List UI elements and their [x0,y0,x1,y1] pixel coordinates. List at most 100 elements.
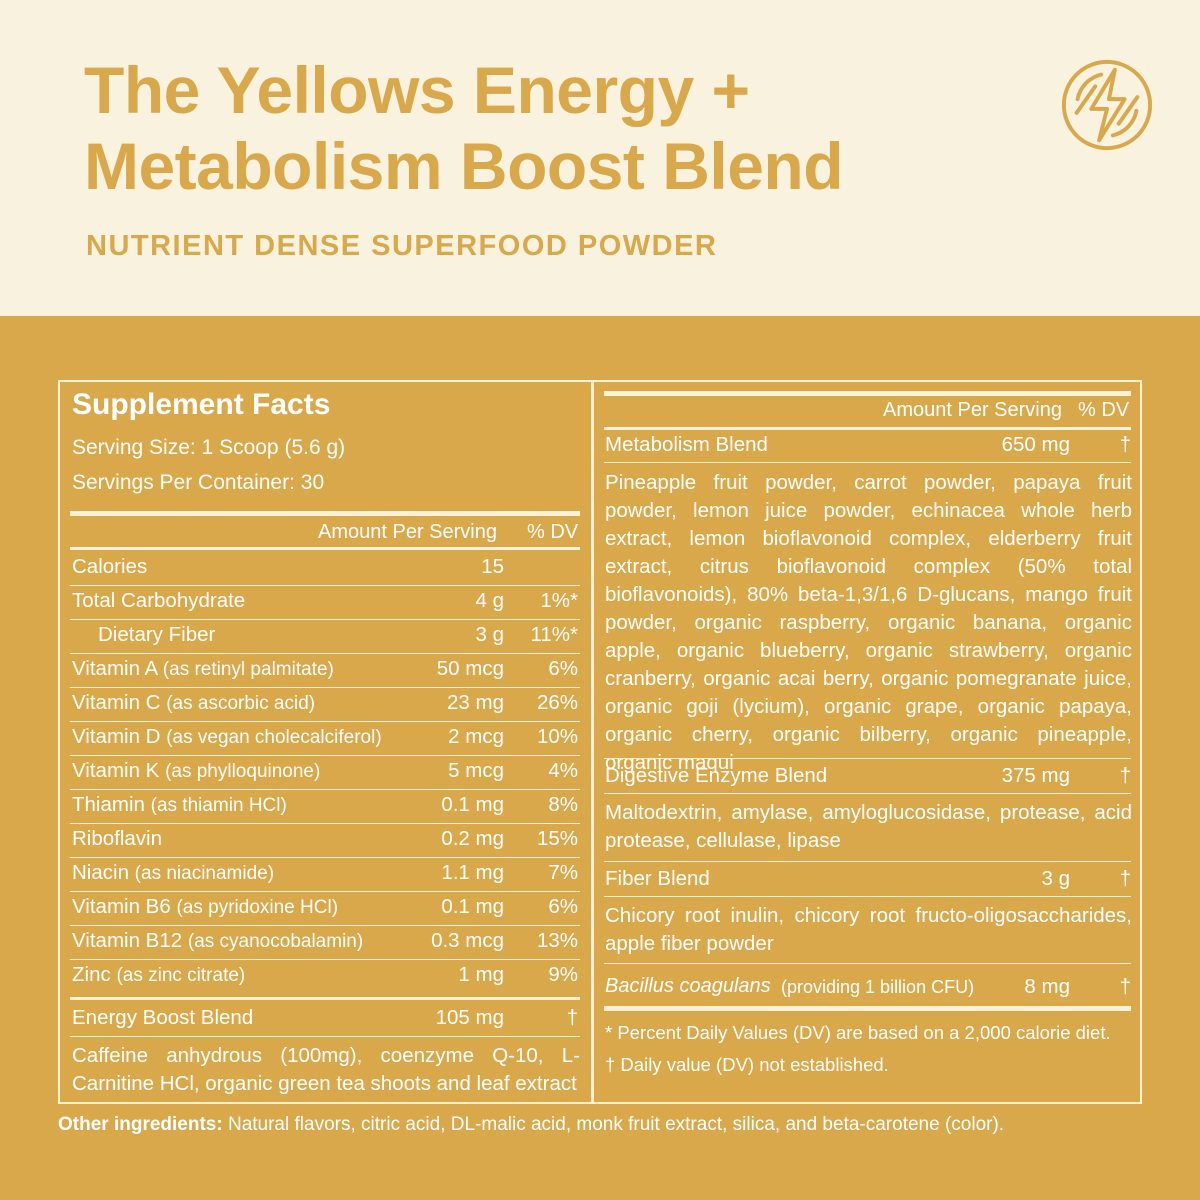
nutrient-label: Total Carbohydrate [72,589,246,612]
nutrient-name: Thiamin (as thiamin HCl) [72,793,287,817]
divider [70,755,580,756]
nutrient-amount: 0.3 mcg [431,929,504,952]
nutrient-note: (as ascorbic acid) [166,693,316,714]
nutrient-dv: 1%* [540,589,578,612]
nutrient-note: (as pyridoxine HCl) [176,897,339,918]
divider [70,1036,580,1037]
nutrient-label: Calories [72,555,148,578]
nutrient-name: Calories [72,555,147,579]
title-line-2: Metabolism Boost Blend [84,129,844,203]
nutrient-amount: 0.1 mg [441,895,504,918]
divider [70,959,580,960]
footnote-daily-values: * Percent Daily Values (DV) are based on… [605,1022,1111,1043]
nutrient-dv: 11%* [530,623,579,646]
facts-title: Supplement Facts [72,388,331,421]
nutrient-name: Vitamin A (as retinyl palmitate) [72,657,334,681]
nutrient-amount: 15 [481,555,504,578]
nutrient-dv: 4% [548,759,578,782]
nutrient-amount: 50 mcg [436,657,504,680]
probiotic-dv: † [1119,975,1131,998]
nutrient-dv: 9% [548,963,578,986]
digestive-blend-name: Digestive Enzyme Blend [605,764,828,787]
fiber-blend-dv: † [1119,867,1131,890]
energy-blend-name: Energy Boost Blend [72,1006,254,1029]
other-ingredients: Other ingredients: Natural flavors, citr… [58,1114,1004,1136]
probiotic-note: (providing 1 billion CFU) [781,977,975,997]
metabolism-blend-amount: 650 mg [1001,433,1070,456]
divider [70,823,580,824]
servings-per-container: Servings Per Container: 30 [72,471,325,494]
lightning-bolt-icon [1061,59,1153,151]
nutrient-note: (as zinc citrate) [116,965,246,986]
nutrient-dv: 6% [548,895,578,918]
nutrient-amount: 5 mcg [448,759,504,782]
divider [70,997,580,1000]
nutrient-label: Niacin [72,861,129,884]
divider [70,789,580,790]
other-ingredients-label: Other ingredients: [58,1114,223,1135]
other-ingredients-text: Natural flavors, citric acid, DL-malic a… [227,1114,1005,1135]
nutrient-label: Thiamin [72,793,145,816]
nutrient-name: Niacin (as niacinamide) [72,861,274,885]
nutrient-name: Dietary Fiber [98,623,215,647]
nutrient-amount: 2 mcg [448,725,504,748]
title-line-1: The Yellows Energy + [84,53,750,127]
divider [70,511,580,516]
divider [70,619,580,620]
nutrient-label: Vitamin D [72,725,161,748]
nutrient-note: (as retinyl palmitate) [162,659,334,680]
nutrient-amount: 23 mg [447,691,504,714]
nutrient-amount: 1 mg [458,963,504,986]
probiotic-name: Bacillus coagulans [605,975,771,997]
nutrient-name: Vitamin K (as phylloquinone) [72,759,320,783]
probiotic-amount: 8 mg [1024,975,1070,998]
nutrient-name: Vitamin B6 (as pyridoxine HCl) [72,895,338,919]
divider [70,891,580,892]
nutrient-amount: 4 g [475,589,505,612]
divider [604,793,1131,794]
nutrient-label: Zinc [72,963,111,986]
energy-blend-ingredients: Caffeine anhydrous (100mg), coenzyme Q-1… [72,1044,580,1095]
energy-blend-dv: † [566,1006,578,1029]
divider [70,721,580,722]
divider [604,427,1131,430]
subtitle: NUTRIENT DENSE SUPERFOOD POWDER [86,230,718,262]
divider [604,1006,1131,1011]
divider [604,963,1131,964]
digestive-blend-ingredients: Maltodextrin, amylase, amyloglucosidase,… [605,801,1132,852]
fiber-blend-name: Fiber Blend [605,867,710,890]
nutrient-name: Total Carbohydrate [72,589,245,613]
nutrient-name: Zinc (as zinc citrate) [72,963,245,987]
nutrient-label: Vitamin C [72,691,161,714]
divider [70,653,580,654]
nutrient-name: Vitamin C (as ascorbic acid) [72,691,315,715]
divider [604,391,1131,396]
col-dv-header-left: % DV [527,521,579,543]
nutrient-dv: 6% [548,657,578,680]
nutrient-name: Riboflavin [72,827,162,851]
nutrient-label: Vitamin B12 [72,929,183,952]
nutrient-note: (as vegan cholecalciferol) [166,727,382,748]
nutrient-amount: 0.2 mg [441,827,504,850]
divider [604,758,1131,759]
divider [70,547,580,550]
nutrient-amount: 1.1 mg [441,861,504,884]
nutrient-dv: 7% [548,861,578,884]
nutrient-dv: 15% [536,827,578,850]
divider [70,585,580,586]
page-title: The Yellows Energy + Metabolism Boost Bl… [84,52,844,204]
nutrient-note: (as cyanocobalamin) [187,931,364,952]
nutrient-dv: 26% [536,691,578,714]
nutrient-name: Vitamin D (as vegan cholecalciferol) [72,725,382,749]
nutrient-dv: 13% [536,929,578,952]
divider [604,861,1131,862]
nutrient-label: Dietary Fiber [98,623,216,646]
facts-panel-right [592,380,1142,1104]
divider [604,896,1131,897]
nutrient-dv: 8% [548,793,578,816]
nutrient-amount: 3 g [475,623,505,646]
divider [604,462,1131,463]
col-dv-header-right: % DV [1078,399,1130,421]
metabolism-blend-ingredients: Pineapple fruit powder, carrot powder, p… [605,471,1132,774]
divider [70,925,580,926]
